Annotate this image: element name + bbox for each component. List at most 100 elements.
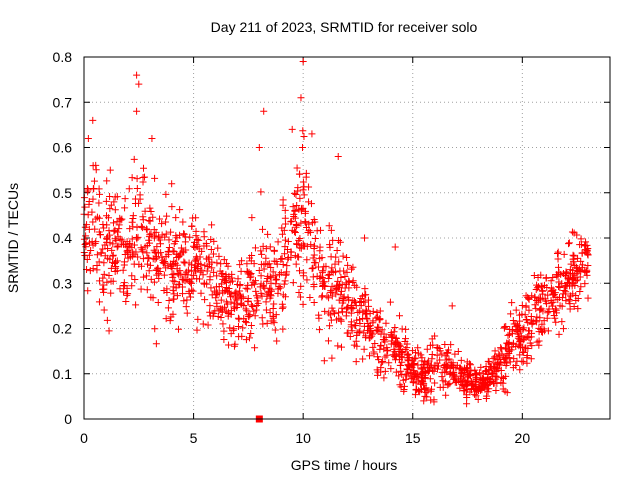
- data-point: [278, 230, 286, 238]
- data-point: [577, 235, 585, 243]
- data-point: [385, 359, 393, 367]
- data-point: [347, 309, 355, 317]
- data-point: [247, 330, 255, 338]
- data-point: [198, 266, 206, 274]
- data-point: [143, 286, 151, 294]
- data-point: [137, 262, 145, 270]
- data-point: [525, 306, 533, 314]
- data-point: [269, 305, 277, 313]
- data-point: [133, 185, 141, 193]
- data-point: [281, 277, 289, 285]
- data-point: [263, 292, 271, 300]
- data-point: [267, 292, 275, 300]
- data-point: [95, 228, 103, 236]
- data-point: [570, 303, 578, 311]
- data-point: [308, 265, 316, 273]
- data-point: [447, 341, 455, 349]
- data-point: [369, 319, 377, 327]
- data-point: [242, 319, 250, 327]
- data-point: [305, 183, 313, 191]
- data-point: [381, 353, 389, 361]
- data-point: [471, 366, 479, 374]
- data-point: [238, 300, 246, 308]
- data-point: [120, 261, 128, 269]
- data-point: [158, 253, 166, 261]
- data-point: [581, 280, 589, 288]
- data-point: [547, 277, 555, 285]
- data-point: [100, 224, 108, 232]
- data-point: [583, 271, 591, 279]
- data-point: [81, 203, 89, 211]
- data-point: [146, 261, 154, 269]
- data-point: [373, 326, 381, 334]
- data-point: [325, 274, 333, 282]
- data-point: [573, 231, 581, 239]
- data-point: [244, 297, 252, 305]
- data-point: [263, 319, 271, 327]
- data-point: [375, 316, 383, 324]
- data-point: [516, 366, 524, 374]
- data-point: [259, 281, 267, 289]
- data-point: [387, 365, 395, 373]
- data-point: [533, 338, 541, 346]
- data-point: [427, 396, 435, 404]
- data-point: [489, 369, 497, 377]
- data-point: [147, 208, 155, 215]
- data-point: [423, 393, 431, 401]
- data-point: [566, 270, 574, 278]
- data-point: [194, 315, 202, 323]
- data-point: [446, 380, 454, 388]
- data-point: [343, 305, 351, 313]
- data-point: [201, 296, 209, 304]
- data-point: [328, 264, 336, 272]
- y-axis-label: SRMTID / TECUs: [5, 183, 21, 293]
- data-point: [129, 212, 137, 220]
- data-point: [90, 185, 98, 193]
- data-point: [518, 310, 526, 318]
- data-point: [193, 275, 201, 283]
- data-point: [244, 281, 252, 289]
- data-point: [482, 367, 490, 375]
- data-point: [161, 257, 169, 265]
- data-point: [574, 294, 582, 302]
- data-point: [333, 247, 341, 255]
- data-point: [380, 345, 388, 353]
- data-point: [243, 307, 251, 315]
- data-point: [299, 127, 307, 135]
- data-point: [365, 352, 373, 360]
- data-point: [172, 214, 180, 222]
- data-point: [504, 331, 512, 339]
- data-point: [299, 186, 307, 194]
- data-point: [169, 277, 177, 285]
- data-point: [204, 263, 212, 271]
- data-point: [219, 320, 227, 328]
- data-point: [359, 355, 367, 363]
- data-point: [401, 345, 409, 353]
- data-point: [95, 258, 103, 266]
- data-point: [341, 284, 349, 292]
- data-point: [463, 400, 471, 408]
- data-point: [397, 383, 405, 391]
- data-point: [299, 178, 307, 186]
- data-point: [468, 382, 476, 390]
- data-point: [192, 255, 200, 263]
- data-point: [334, 153, 342, 161]
- data-point: [99, 220, 107, 228]
- data-point: [195, 236, 203, 244]
- data-point: [448, 302, 456, 310]
- data-point: [224, 288, 232, 296]
- data-point: [247, 301, 255, 309]
- data-point: [220, 327, 228, 335]
- data-point: [299, 272, 307, 280]
- data-point: [150, 226, 158, 234]
- data-point: [128, 174, 136, 182]
- data-point: [143, 249, 151, 257]
- data-point: [270, 246, 278, 254]
- data-point: [377, 342, 385, 350]
- data-point: [352, 322, 360, 330]
- data-point: [565, 296, 573, 304]
- data-point: [167, 228, 175, 236]
- data-point: [321, 307, 329, 315]
- data-point: [180, 258, 188, 266]
- data-point: [389, 333, 397, 341]
